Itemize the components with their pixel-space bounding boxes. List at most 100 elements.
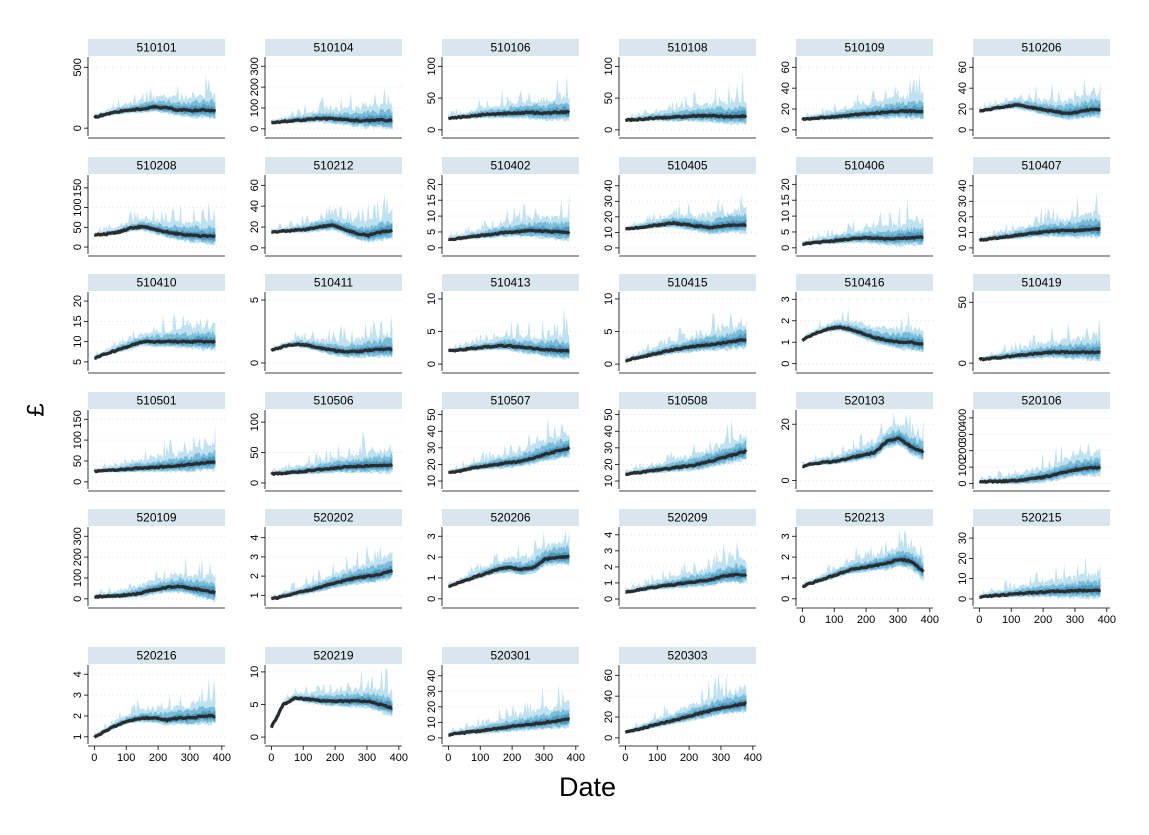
y-tick-label: 200 xyxy=(957,442,969,460)
panel-title: 510106 xyxy=(490,41,530,55)
median-line xyxy=(448,554,570,588)
x-tick-label: 300 xyxy=(535,752,553,764)
band-mid xyxy=(979,455,1101,484)
y-tick-label: 10 xyxy=(426,293,438,305)
y-tick-label: 3 xyxy=(603,548,615,554)
x-tick-label: 0 xyxy=(976,614,982,626)
x-tick-label: 300 xyxy=(181,752,199,764)
x-tick-label: 200 xyxy=(326,752,344,764)
y-tick-label: 5 xyxy=(426,328,438,334)
x-tick-label: 400 xyxy=(567,752,585,764)
y-tick-label: 0 xyxy=(426,127,438,133)
median-line xyxy=(270,568,394,601)
y-tick-label: 0 xyxy=(780,245,792,251)
y-tick-label: 100 xyxy=(957,458,969,476)
panel-header xyxy=(619,274,756,291)
panel-header xyxy=(88,157,225,174)
median-line xyxy=(801,108,924,122)
band-mid xyxy=(94,221,216,244)
panel-header xyxy=(619,392,756,409)
median-line xyxy=(978,226,1101,242)
panel-title: 520301 xyxy=(490,649,530,663)
y-tick-label: 20 xyxy=(780,103,792,115)
median-line xyxy=(801,557,925,588)
y-tick-label: 0 xyxy=(249,126,261,132)
panel-510508: 510508 10 20 30 40 50 xyxy=(603,392,756,492)
x-tick-label: 100 xyxy=(471,752,489,764)
y-tick-label: 40 xyxy=(426,670,438,682)
panel-title: 520209 xyxy=(667,511,707,525)
median-line xyxy=(271,116,393,125)
panel-510419: 510419 0 50 xyxy=(957,274,1110,374)
x-tick-label: 0 xyxy=(91,752,97,764)
median-line xyxy=(271,223,393,238)
panel-header xyxy=(88,39,225,56)
panel-510106: 510106 0 50 100 xyxy=(426,39,579,139)
band-mid xyxy=(271,453,393,475)
x-tick-label: 400 xyxy=(1098,614,1116,626)
y-tick-label: 100 xyxy=(603,57,615,75)
y-tick-label: 0 xyxy=(72,244,84,250)
y-tick-label: 40 xyxy=(603,690,615,702)
y-tick-label: 100 xyxy=(249,413,261,431)
panel-520206: 520206 0 1 2 3 xyxy=(426,509,579,609)
y-axis-title: £ xyxy=(22,403,50,417)
y-tick-label: 40 xyxy=(603,180,615,192)
panel-510206: 510206 0 20 40 60 xyxy=(957,39,1110,139)
panel-header xyxy=(88,392,225,409)
y-tick-label: 4 xyxy=(249,535,261,541)
median-line xyxy=(270,342,393,354)
panel-510501: 510501 0 50 100 150 xyxy=(72,392,225,492)
y-tick-label: 300 xyxy=(249,57,261,75)
y-tick-label: 2 xyxy=(780,318,792,324)
band-outer xyxy=(802,413,924,468)
y-tick-label: 30 xyxy=(603,195,615,207)
y-tick-label: 10 xyxy=(957,573,969,585)
y-tick-label: 0 xyxy=(957,596,969,602)
median-line xyxy=(625,338,747,363)
median-line xyxy=(978,349,1101,362)
panel-510506: 510506 0 50 100 xyxy=(249,392,402,492)
x-tick-label: 200 xyxy=(503,752,521,764)
panel-title: 520103 xyxy=(844,394,884,408)
panel-header xyxy=(796,392,933,409)
y-tick-label: 40 xyxy=(603,425,615,437)
x-tick-label: 0 xyxy=(799,614,805,626)
y-tick-label: 2 xyxy=(780,554,792,560)
x-tick-label: 0 xyxy=(445,752,451,764)
median-line xyxy=(625,449,748,476)
panel-header xyxy=(88,647,225,664)
y-tick-label: 0 xyxy=(426,361,438,367)
y-tick-label: 50 xyxy=(603,92,615,104)
y-tick-label: 20 xyxy=(957,103,969,115)
y-tick-label: 15 xyxy=(72,315,84,327)
y-tick-label: 10 xyxy=(426,475,438,487)
y-tick-label: 10 xyxy=(72,336,84,348)
y-tick-label: 50 xyxy=(72,455,84,467)
band-inner xyxy=(448,342,570,356)
panel-header xyxy=(619,157,756,174)
y-tick-label: 40 xyxy=(780,82,792,94)
y-tick-label: 20 xyxy=(957,211,969,223)
panel-title: 510508 xyxy=(667,394,707,408)
panel-header xyxy=(265,392,402,409)
panel-title: 510206 xyxy=(1021,41,1061,55)
median-line xyxy=(93,460,216,474)
panel-title: 520215 xyxy=(1021,511,1061,525)
panel-title: 510411 xyxy=(314,276,353,290)
panel-title: 520106 xyxy=(1021,394,1061,408)
y-tick-label: 0 xyxy=(426,596,438,602)
median-line xyxy=(978,465,1102,484)
panel-header xyxy=(973,274,1110,291)
y-tick-label: 5 xyxy=(780,229,792,235)
panel-title: 510101 xyxy=(136,41,176,55)
y-tick-label: 200 xyxy=(72,548,84,566)
panel-header xyxy=(442,392,579,409)
panel-520202: 520202 1 2 3 4 xyxy=(249,509,402,609)
y-tick-label: 20 xyxy=(426,178,438,190)
y-tick-label: 0 xyxy=(603,127,615,133)
panel-510108: 510108 0 50 100 xyxy=(603,39,756,139)
x-tick-label: 400 xyxy=(744,752,762,764)
